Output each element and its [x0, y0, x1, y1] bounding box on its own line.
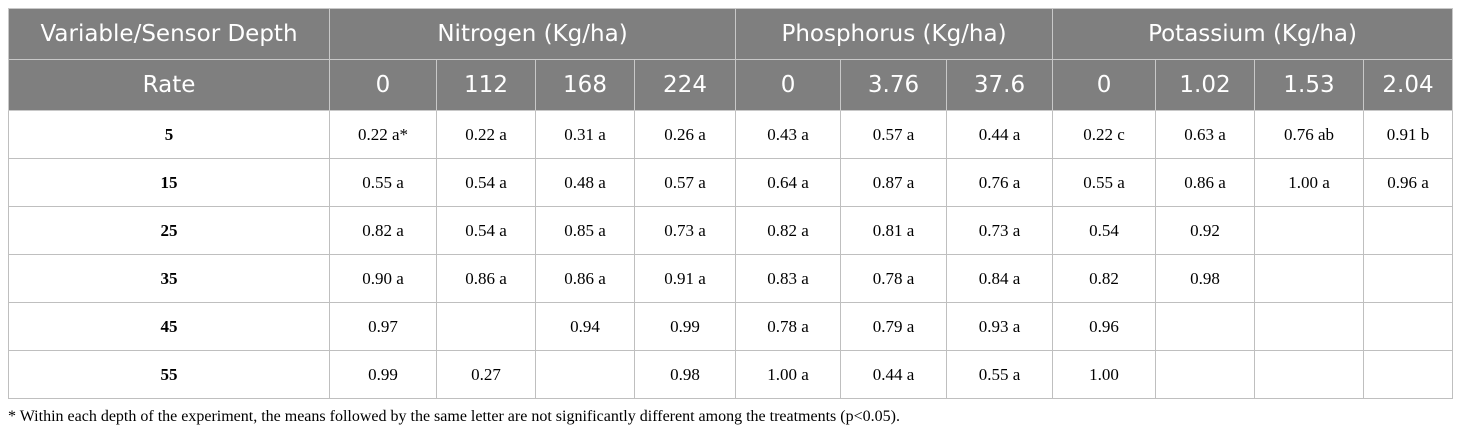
table-cell: 0.82 a — [329, 206, 437, 255]
table-cell: 0.96 — [1052, 302, 1157, 351]
table-cell: 0.81 a — [840, 206, 948, 255]
table-cell: 0.76 a — [946, 158, 1054, 207]
table-cell: 0.57 a — [633, 158, 737, 207]
table-cell: 0.31 a — [535, 110, 635, 159]
table-cell: 0.55 a — [329, 158, 437, 207]
rate-cell: 2.04 — [1363, 59, 1454, 111]
table-cell: 0.91 b — [1363, 110, 1454, 159]
depth-cell: 55 — [8, 350, 330, 399]
depth-cell: 35 — [8, 254, 330, 303]
table-cell: 0.55 a — [1052, 158, 1157, 207]
table-cell: 0.86 a — [1155, 158, 1256, 207]
table-cell: 0.98 — [1155, 254, 1256, 303]
table-cell: 0.87 a — [840, 158, 948, 207]
table-row: 45 0.97 0.94 0.99 0.78 a 0.79 a 0.93 a 0… — [8, 302, 1454, 351]
table-cell: 0.54 a — [436, 206, 536, 255]
table-cell: 0.79 a — [840, 302, 948, 351]
table-row: 5 0.22 a* 0.22 a 0.31 a 0.26 a 0.43 a 0.… — [8, 110, 1454, 159]
table-cell: 0.48 a — [535, 158, 635, 207]
table-cell: 0.94 — [535, 302, 635, 351]
table-cell: 0.27 — [436, 350, 536, 399]
table-cell: 0.86 a — [535, 254, 635, 303]
table-cell: 0.78 a — [735, 302, 842, 351]
table-cell: 0.98 — [633, 350, 737, 399]
table-cell: 0.82 — [1052, 254, 1157, 303]
table-cell: 0.91 a — [633, 254, 737, 303]
rate-header: Rate — [8, 59, 330, 111]
table-cell — [1363, 206, 1454, 255]
table-cell: 0.84 a — [946, 254, 1054, 303]
results-table-container: Variable/Sensor Depth Nitrogen (Kg/ha) P… — [8, 8, 1454, 399]
table-cell: 0.93 a — [946, 302, 1054, 351]
table-cell: 0.43 a — [735, 110, 842, 159]
table-cell: 0.73 a — [633, 206, 737, 255]
table-cell — [1155, 350, 1256, 399]
rate-cell: 168 — [535, 59, 635, 111]
table-cell — [1363, 254, 1454, 303]
rate-cell: 3.76 — [840, 59, 948, 111]
table-cell: 0.63 a — [1155, 110, 1256, 159]
table-row: 55 0.99 0.27 0.98 1.00 a 0.44 a 0.55 a 1… — [8, 350, 1454, 399]
header-row-rates: Rate 0 112 168 224 0 3.76 37.6 0 1.02 1.… — [8, 59, 1454, 111]
rate-cell: 37.6 — [946, 59, 1054, 111]
table-cell: 0.92 — [1155, 206, 1256, 255]
phosphorus-header: Phosphorus (Kg/ha) — [735, 8, 1054, 60]
table-row: 35 0.90 a 0.86 a 0.86 a 0.91 a 0.83 a 0.… — [8, 254, 1454, 303]
variable-header: Variable/Sensor Depth — [8, 8, 330, 60]
depth-cell: 5 — [8, 110, 330, 159]
depth-cell: 45 — [8, 302, 330, 351]
table-cell: 0.78 a — [840, 254, 948, 303]
table-cell: 0.83 a — [735, 254, 842, 303]
table-cell — [1363, 350, 1454, 399]
depth-cell: 25 — [8, 206, 330, 255]
rate-cell: 1.53 — [1254, 59, 1365, 111]
nitrogen-header: Nitrogen (Kg/ha) — [328, 8, 737, 60]
table-cell: 0.44 a — [946, 110, 1054, 159]
table-row: 25 0.82 a 0.54 a 0.85 a 0.73 a 0.82 a 0.… — [8, 206, 1454, 255]
table-cell: 0.22 a* — [329, 110, 437, 159]
rate-cell: 224 — [633, 59, 737, 111]
table-cell — [1155, 302, 1256, 351]
table-cell: 0.22 a — [436, 110, 536, 159]
rate-cell: 112 — [436, 59, 536, 111]
table-cell: 0.76 ab — [1254, 110, 1365, 159]
rate-cell: 0 — [735, 59, 842, 111]
table-cell: 0.73 a — [946, 206, 1054, 255]
potassium-header: Potassium (Kg/ha) — [1052, 8, 1454, 60]
rate-cell: 0 — [1052, 59, 1157, 111]
table-cell: 0.57 a — [840, 110, 948, 159]
rate-cell: 0 — [329, 59, 437, 111]
header-row-groups: Variable/Sensor Depth Nitrogen (Kg/ha) P… — [8, 8, 1454, 60]
table-cell: 0.54 a — [436, 158, 536, 207]
footnote: * Within each depth of the experiment, t… — [8, 408, 900, 425]
table-cell — [436, 302, 536, 351]
table-cell: 0.90 a — [329, 254, 437, 303]
table-cell: 0.99 — [329, 350, 437, 399]
table-cell: 0.22 c — [1052, 110, 1157, 159]
table-cell: 0.26 a — [633, 110, 737, 159]
table-cell: 0.85 a — [535, 206, 635, 255]
results-table: Variable/Sensor Depth Nitrogen (Kg/ha) P… — [8, 8, 1454, 399]
table-cell: 0.64 a — [735, 158, 842, 207]
table-cell: 0.86 a — [436, 254, 536, 303]
depth-cell: 15 — [8, 158, 330, 207]
table-row: 15 0.55 a 0.54 a 0.48 a 0.57 a 0.64 a 0.… — [8, 158, 1454, 207]
table-cell: 1.00 a — [1254, 158, 1365, 207]
rate-cell: 1.02 — [1155, 59, 1256, 111]
table-cell — [1254, 254, 1365, 303]
table-cell — [535, 350, 635, 399]
table-cell — [1363, 302, 1454, 351]
table-cell: 1.00 a — [735, 350, 842, 399]
table-cell — [1254, 302, 1365, 351]
table-cell: 1.00 — [1052, 350, 1157, 399]
table-cell: 0.54 — [1052, 206, 1157, 255]
table-cell: 0.97 — [329, 302, 437, 351]
table-cell: 0.44 a — [840, 350, 948, 399]
table-cell: 0.96 a — [1363, 158, 1454, 207]
table-cell: 0.99 — [633, 302, 737, 351]
table-cell — [1254, 350, 1365, 399]
table-cell: 0.82 a — [735, 206, 842, 255]
table-cell — [1254, 206, 1365, 255]
table-cell: 0.55 a — [946, 350, 1054, 399]
